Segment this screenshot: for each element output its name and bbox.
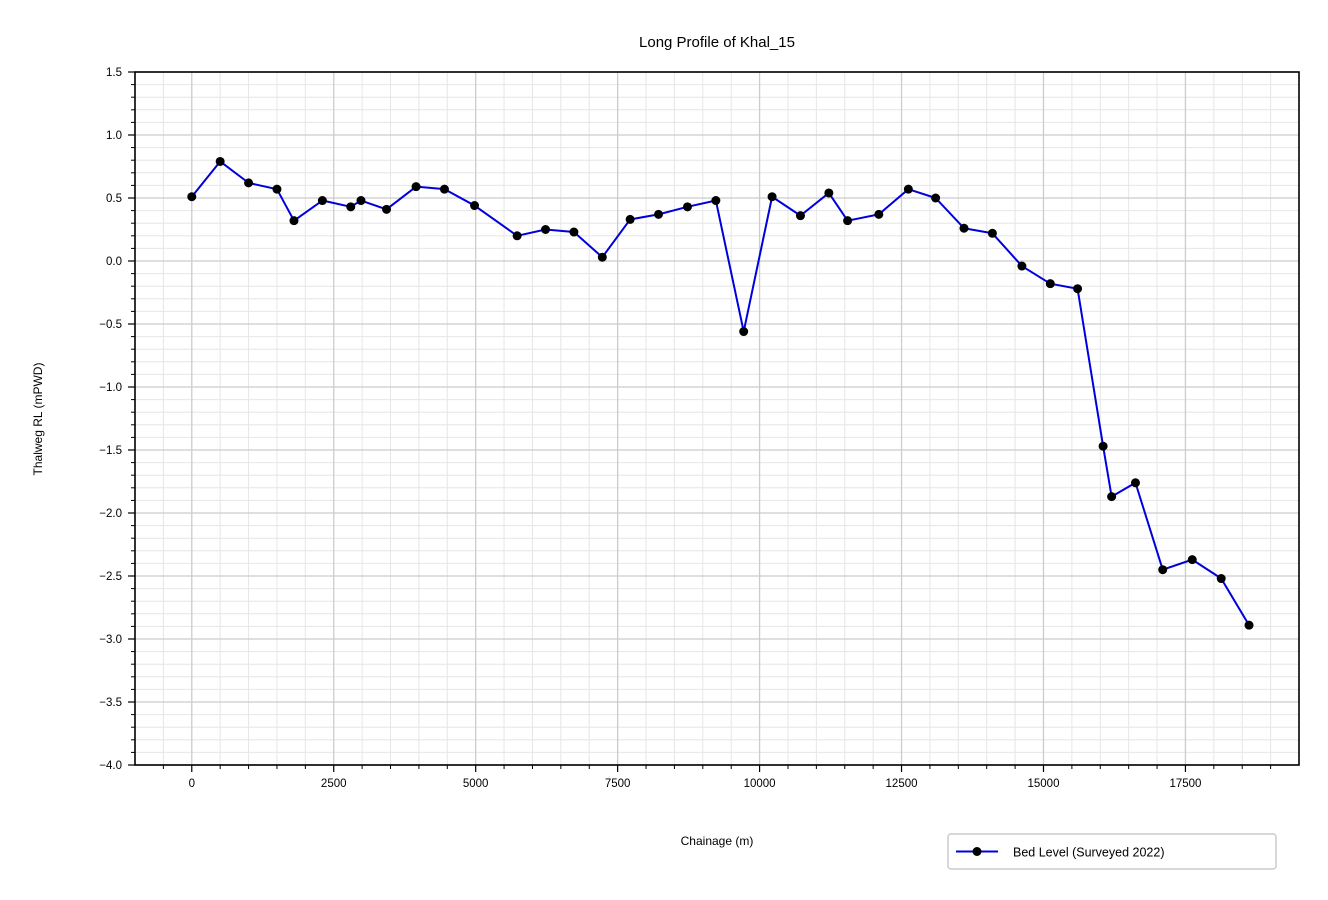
y-tick-label: −0.5 [99,319,122,331]
bed-level-point [597,252,607,262]
bed-level-point [411,182,421,192]
y-tick-label: −1.0 [99,382,122,394]
bed-level-point [931,193,941,203]
axis-ticks [128,71,1272,772]
bed-level-point [1216,574,1226,584]
bed-level-point [711,196,721,206]
y-tick-label: −2.0 [99,508,122,520]
x-tick-label: 0 [189,778,195,790]
y-tick-label: −3.5 [99,697,122,709]
bed-level-point [215,156,225,166]
y-axis-label: Thalweg RL (mPWD) [31,363,45,476]
bed-level-point [244,178,254,188]
bed-level-point [289,216,299,226]
bed-level-point [1244,620,1254,630]
bed-level-line [191,160,1250,626]
y-tick-label: 1.5 [106,67,122,79]
plot-frame [134,71,1300,766]
legend-box [947,833,1277,870]
bed-level-point [541,225,551,234]
legend-label: Bed Level (Surveyed 2022) [1013,846,1164,860]
x-tick-label: 12500 [886,778,918,790]
bed-level-point [739,327,749,337]
bed-level-point [1098,441,1108,451]
y-tick-label: −1.5 [99,445,122,457]
major-grid [135,71,1299,766]
bed-level-point [1158,565,1168,575]
bed-level-point [1073,284,1083,294]
bed-level-point [959,223,969,233]
bed-level-point [625,214,635,224]
legend: Bed Level (Surveyed 2022) [947,833,1277,870]
x-tick-label: 17500 [1169,778,1201,790]
bed-level-point [272,184,282,194]
x-tick-label: 7500 [605,778,631,790]
bed-level-point [346,202,356,212]
bed-level-point [512,231,522,241]
bed-level-point [824,188,834,198]
bed-level-point [903,184,913,194]
bed-level-point [382,204,392,214]
bed-level-point [187,192,197,202]
bed-level-point [569,227,579,237]
bed-level-point [470,201,480,211]
legend-marker-swatch [972,847,982,856]
bed-level-point [439,184,449,194]
x-tick-label: 10000 [744,778,776,790]
chart-title: Long Profile of Khal_15 [639,34,795,51]
bed-level-point [1187,555,1197,565]
y-tick-label: −3.0 [99,634,122,646]
x-tick-label: 5000 [463,778,489,790]
bed-level-point [843,216,853,226]
bed-level-point [654,209,664,219]
tick-labels: 0 2500 5000 7500 10000 12500 15000 17500 −4.0 −3.… [99,67,1201,790]
x-tick-label: 2500 [321,778,347,790]
minor-grid [135,72,1299,765]
bed-level-point [795,211,805,221]
y-tick-label: 1.0 [106,130,122,142]
x-axis-label: Chainage (m) [681,834,754,848]
bed-level-point [1017,261,1027,271]
bed-level-point [356,196,366,206]
y-tick-label: 0.5 [106,193,122,205]
y-tick-label: −4.0 [99,760,122,772]
x-tick-label: 15000 [1027,778,1059,790]
bed-level-point [1045,279,1055,289]
bed-level-point [1107,492,1117,502]
bed-level-point [682,202,692,212]
bed-level-point [874,209,884,219]
bed-level-point [317,196,327,206]
bed-level-point [987,228,997,238]
bed-level-point [1130,478,1140,488]
y-tick-label: −2.5 [99,571,122,583]
series-layer [187,156,1254,630]
bed-level-point [767,192,777,202]
y-tick-label: 0.0 [106,256,122,268]
